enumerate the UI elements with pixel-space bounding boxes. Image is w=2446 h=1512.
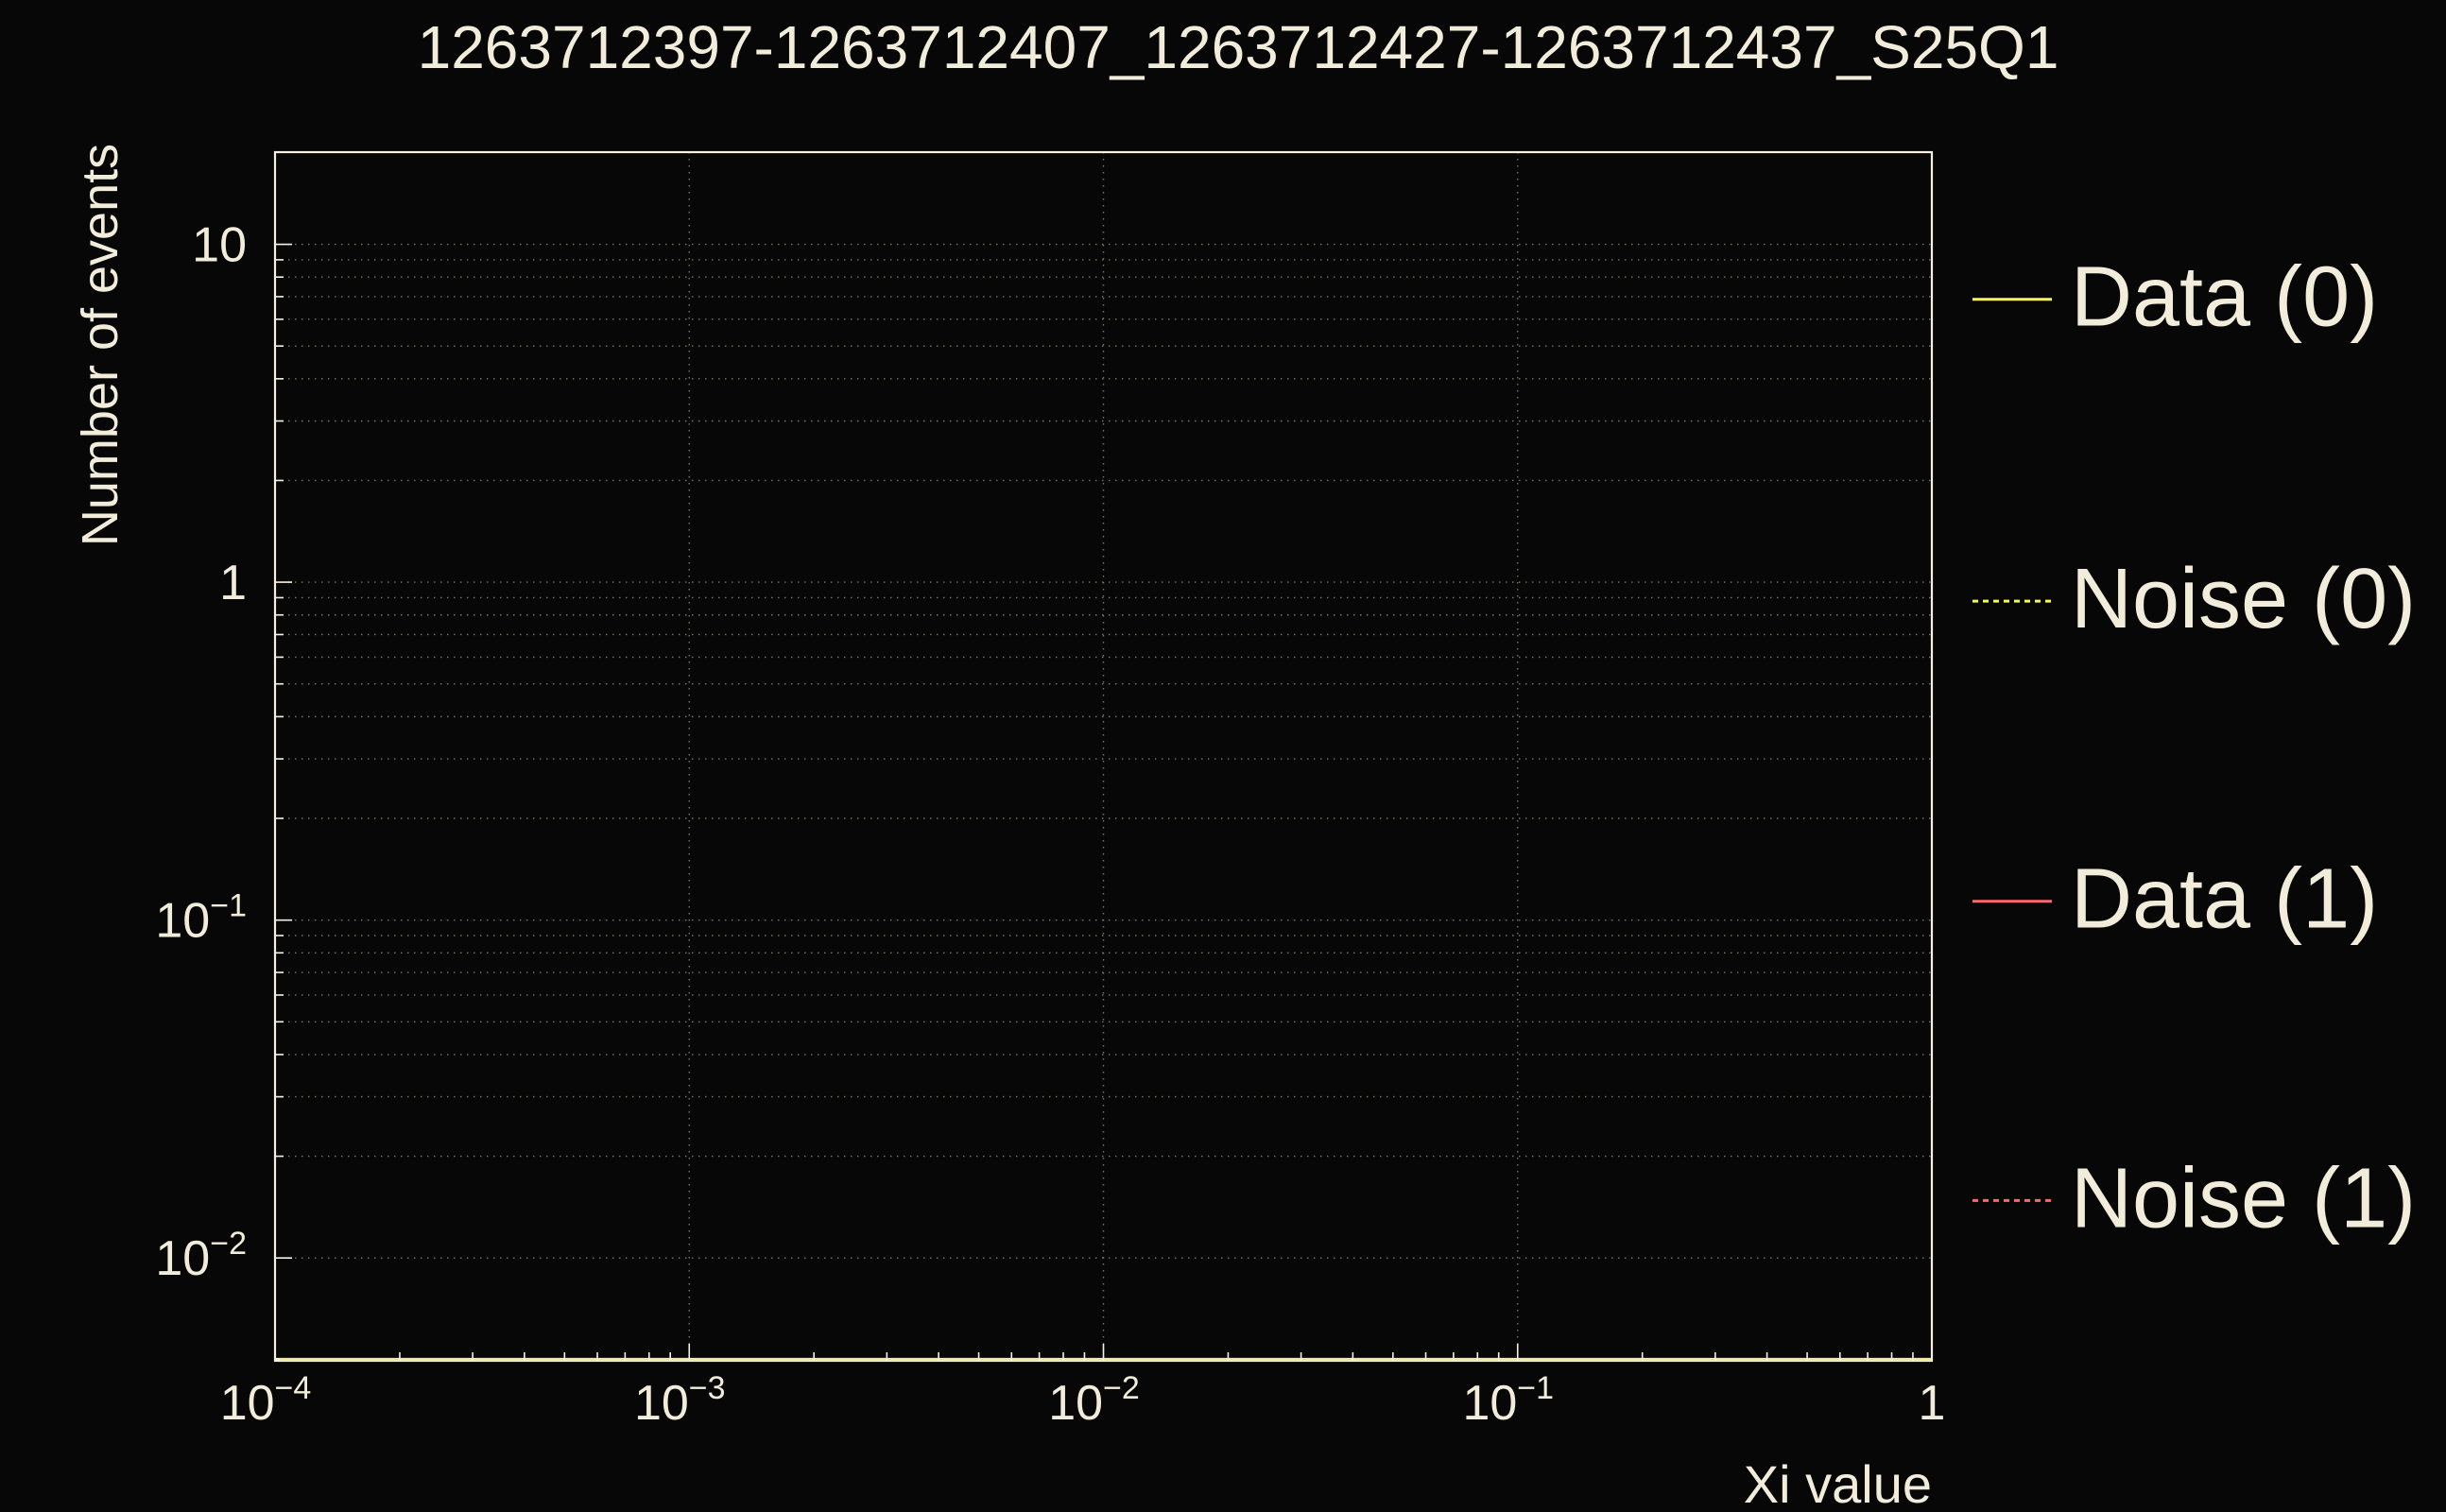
svg-text:Data (0): Data (0) bbox=[2071, 250, 2378, 345]
svg-text:10−1: 10−1 bbox=[155, 888, 247, 949]
svg-text:Noise (1): Noise (1) bbox=[2071, 1151, 2416, 1246]
svg-text:Data (1): Data (1) bbox=[2071, 852, 2378, 947]
svg-text:10−2: 10−2 bbox=[155, 1226, 247, 1286]
svg-text:10−3: 10−3 bbox=[634, 1370, 726, 1431]
svg-text:Noise (0): Noise (0) bbox=[2071, 552, 2416, 646]
svg-text:Xi value: Xi value bbox=[1744, 1454, 1932, 1512]
svg-text:1: 1 bbox=[219, 556, 247, 610]
svg-text:10−4: 10−4 bbox=[220, 1370, 312, 1431]
svg-text:1263712397-1263712407_12637124: 1263712397-1263712407_1263712427-1263712… bbox=[418, 13, 2059, 81]
svg-text:10−1: 10−1 bbox=[1462, 1370, 1554, 1431]
svg-text:10: 10 bbox=[192, 218, 247, 273]
svg-text:Number of events: Number of events bbox=[72, 144, 129, 546]
svg-text:1: 1 bbox=[1919, 1376, 1946, 1431]
svg-text:10−2: 10−2 bbox=[1048, 1370, 1140, 1431]
